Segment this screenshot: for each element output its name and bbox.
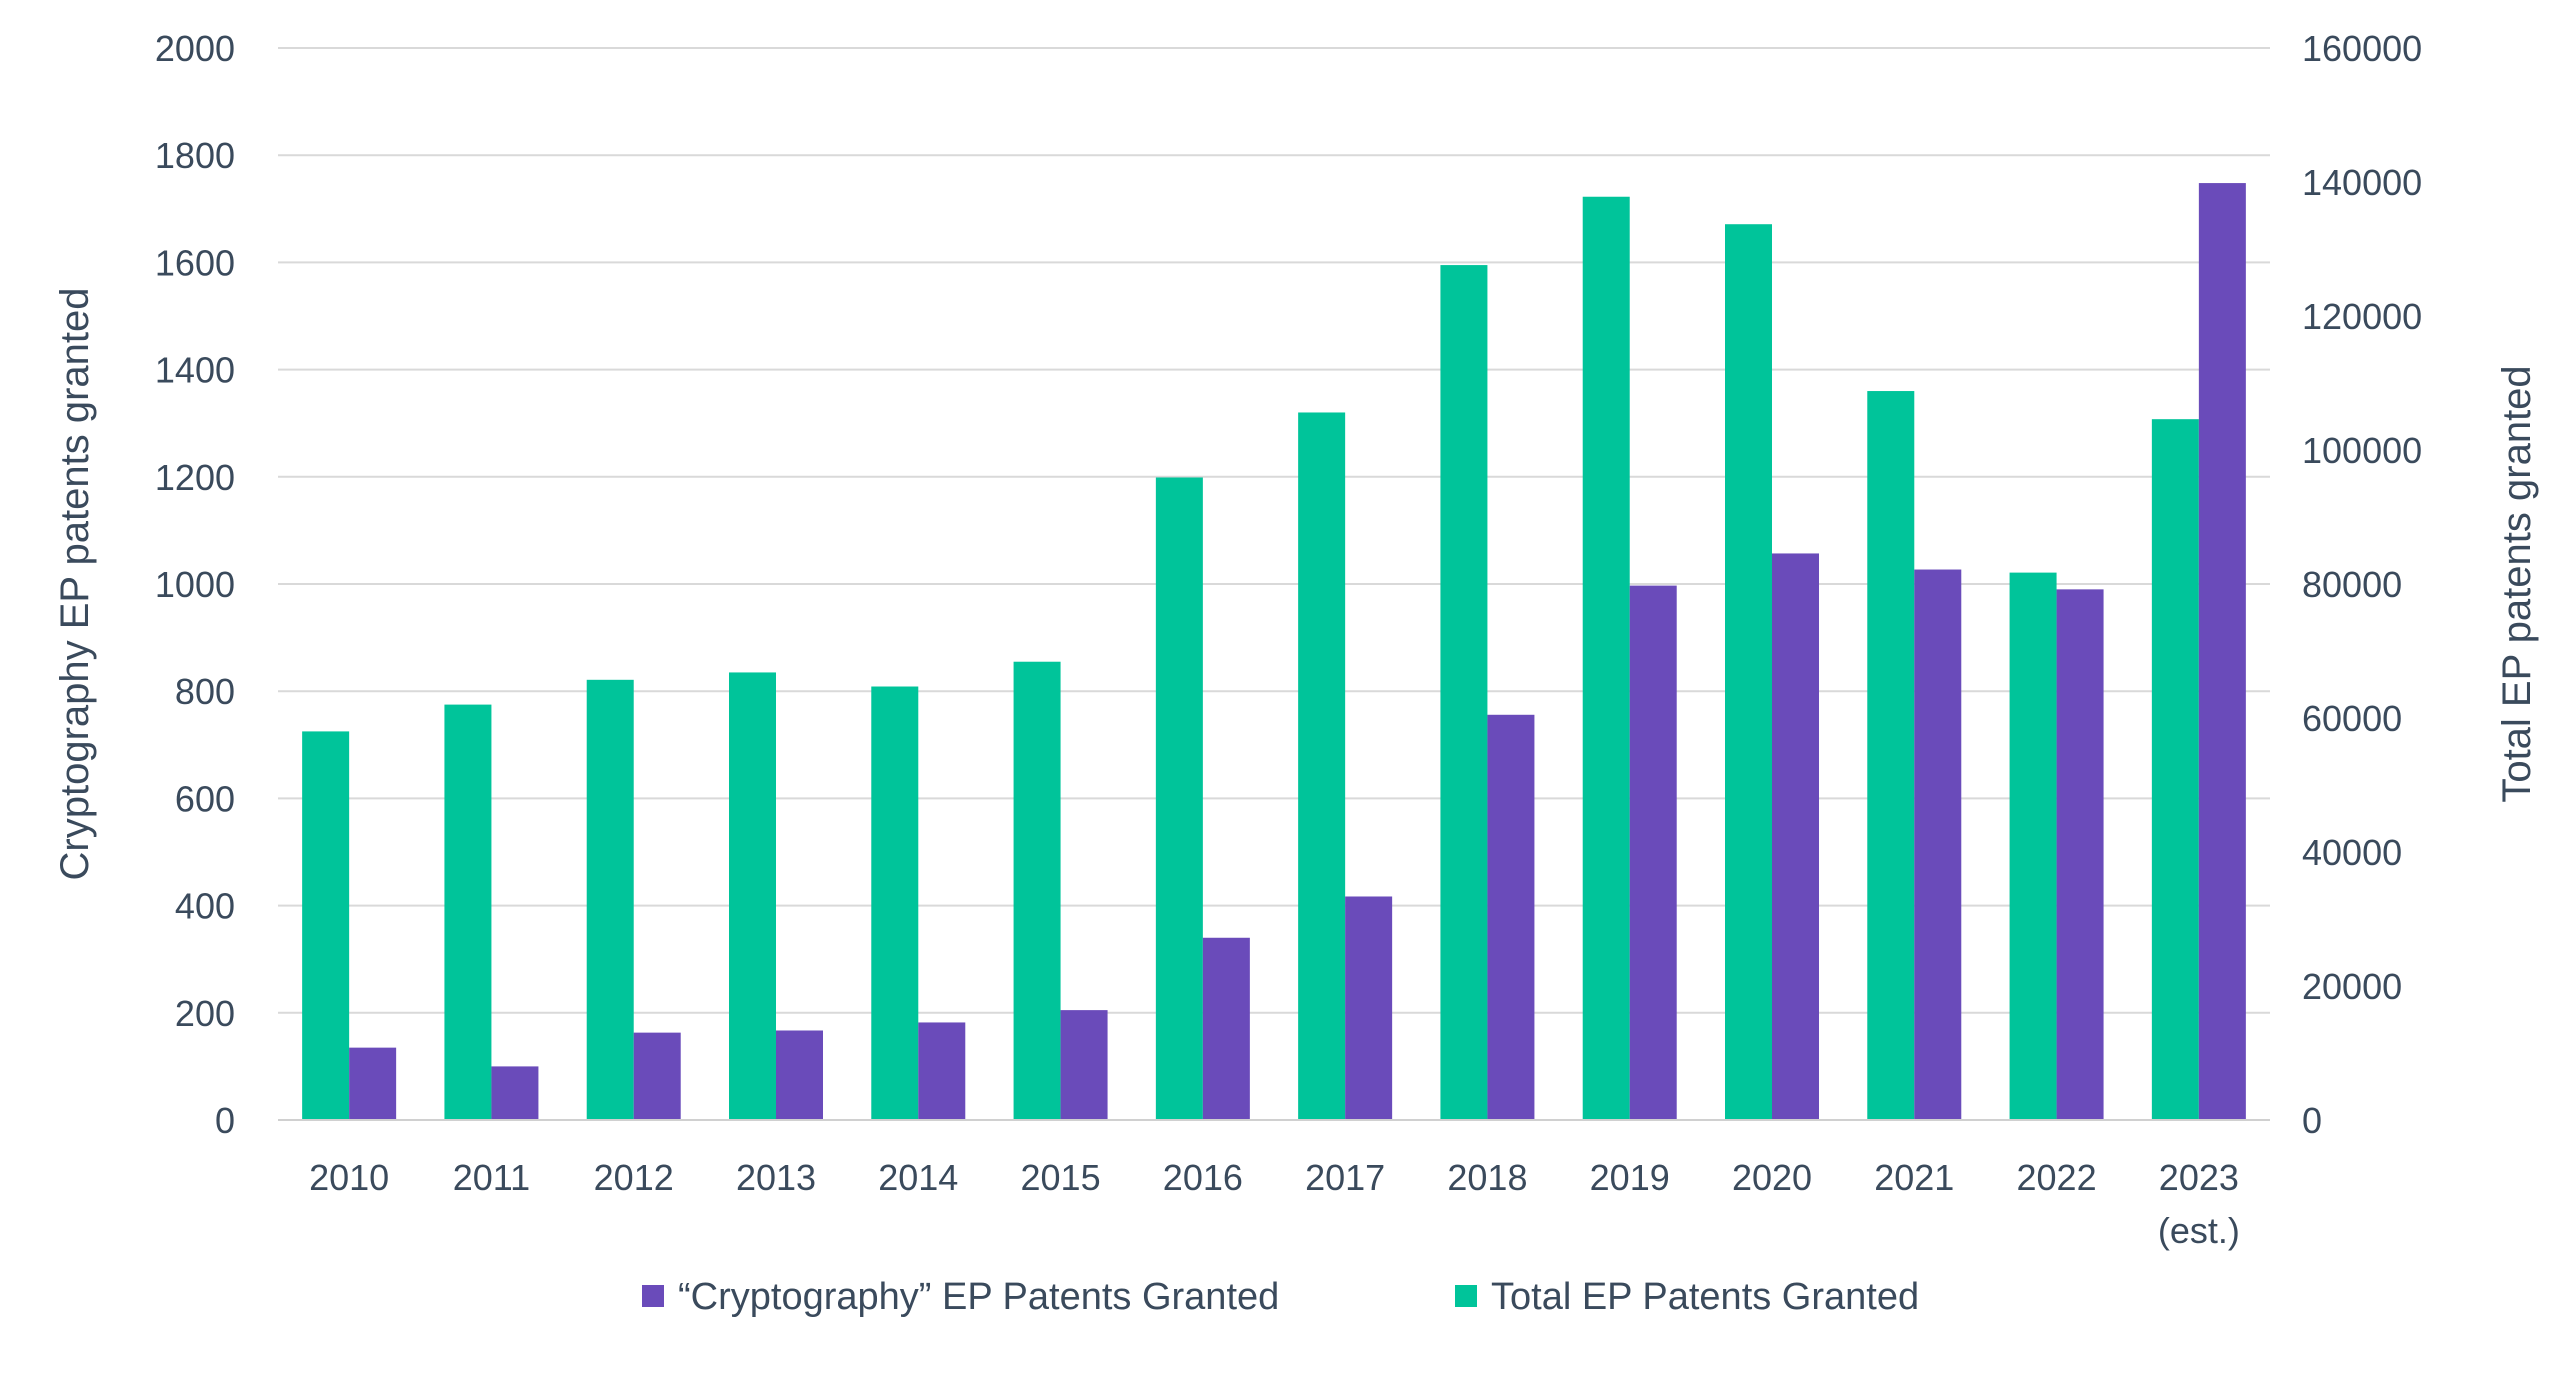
total-bar-2019: [1582, 196, 1630, 1121]
total-bar-2010: [302, 731, 350, 1120]
x-tick-label-2023: 2023: [2159, 1157, 2239, 1198]
left-tick-label-2: 400: [175, 886, 235, 927]
crypto-bar-2015: [1060, 1010, 1108, 1120]
total-bar-2015: [1013, 661, 1061, 1120]
x-tick-label-2019: 2019: [1590, 1157, 1670, 1198]
legend-label-0: “Cryptography” EP Patents Granted: [678, 1276, 1279, 1318]
total-bar-2021: [1867, 391, 1915, 1120]
gridlines: [278, 47, 2270, 1014]
x-tick-label-2021: 2021: [1874, 1157, 1954, 1198]
x-tick-label-2011: 2011: [453, 1157, 530, 1198]
x-tick-label-2012: 2012: [594, 1157, 674, 1198]
crypto-bar-2018: [1487, 714, 1535, 1120]
x-tick-label-2014: 2014: [878, 1157, 958, 1198]
x-tick-label-2010: 2010: [309, 1157, 389, 1198]
x-axis-ticks: 2010 2011 2012 2013 2014 2015 2016 2017 2018 2019…: [309, 1157, 2240, 1251]
right-tick-label-2: 40000: [2302, 832, 2402, 873]
total-bar-2018: [1440, 265, 1488, 1121]
total-bar-2016: [1155, 477, 1203, 1121]
left-tick-label-8: 1600: [155, 242, 235, 283]
y-axis-title: Cryptography EP patents granted: [53, 288, 97, 881]
right-tick-label-4: 80000: [2302, 564, 2402, 605]
right-tick-label-7: 140000: [2302, 162, 2422, 203]
crypto-bar-2011: [491, 1066, 539, 1120]
total-bar-2011: [444, 704, 492, 1120]
right-tick-label-3: 60000: [2302, 698, 2402, 739]
x-tick-label-2015: 2015: [1021, 1157, 1101, 1198]
x-tick-label-2020: 2020: [1732, 1157, 1812, 1198]
left-tick-label-0: 0: [215, 1100, 235, 1141]
x-tick-label-2017: 2017: [1305, 1157, 1385, 1198]
legend-label-1: Total EP Patents Granted: [1491, 1276, 1919, 1318]
right-tick-label-0: 0: [2302, 1100, 2322, 1141]
left-tick-label-5: 1000: [155, 564, 235, 605]
crypto-bar-2016: [1202, 937, 1250, 1120]
left-tick-label-7: 1400: [155, 350, 235, 391]
crypto-bar-2010: [349, 1047, 397, 1120]
crypto-bar-2013: [776, 1030, 823, 1120]
y2-axis-title: Total EP patents granted: [2495, 365, 2539, 802]
legend: “Cryptography” EP Patents Granted Total E…: [642, 1276, 1919, 1318]
x-tick-label-2018: 2018: [1447, 1157, 1527, 1198]
crypto-bar-2017: [1345, 896, 1393, 1120]
left-tick-label-4: 800: [175, 671, 235, 712]
crypto-bar-2021: [1914, 569, 1962, 1120]
crypto-bar-2022: [2056, 589, 2104, 1120]
legend-swatch-0: [642, 1285, 664, 1307]
total-bar-2020: [1725, 224, 1772, 1120]
total-bar-2013: [729, 672, 776, 1120]
right-tick-label-6: 120000: [2302, 296, 2422, 337]
total-bar-2014: [871, 686, 919, 1120]
bars: [302, 183, 2246, 1121]
x-tick-label-2016: 2016: [1163, 1157, 1243, 1198]
total-bar-2012: [586, 679, 634, 1120]
right-axis-ticks: 0 20000 40000 60000 80000 100000 120000 140000 1…: [2302, 28, 2422, 1141]
crypto-bar-2012: [633, 1032, 681, 1120]
x-tick-label-2022: 2022: [2017, 1157, 2097, 1198]
legend-swatch-1: [1455, 1285, 1477, 1307]
crypto-bar-2019: [1629, 585, 1677, 1120]
left-tick-label-6: 1200: [155, 457, 235, 498]
right-tick-label-8: 160000: [2302, 28, 2422, 69]
left-tick-label-3: 600: [175, 778, 235, 819]
total-bar-2022: [2009, 572, 2057, 1120]
x-tick-sublabel-2023: (est.): [2158, 1210, 2240, 1251]
left-axis-ticks: 0 200 400 600 800 1000 1200 1400 1600 1800 2000: [155, 28, 235, 1141]
right-tick-label-5: 100000: [2302, 430, 2422, 471]
total-bar-2023: [2151, 419, 2199, 1120]
crypto-bar-2020: [1772, 553, 1819, 1120]
right-tick-label-1: 20000: [2302, 966, 2402, 1007]
left-tick-label-10: 2000: [155, 28, 235, 69]
x-tick-label-2013: 2013: [736, 1157, 816, 1198]
crypto-bar-2023: [2198, 183, 2246, 1120]
left-tick-label-1: 200: [175, 993, 235, 1034]
total-bar-2017: [1298, 412, 1346, 1121]
crypto-bar-2014: [918, 1022, 966, 1120]
left-tick-label-9: 1800: [155, 135, 235, 176]
